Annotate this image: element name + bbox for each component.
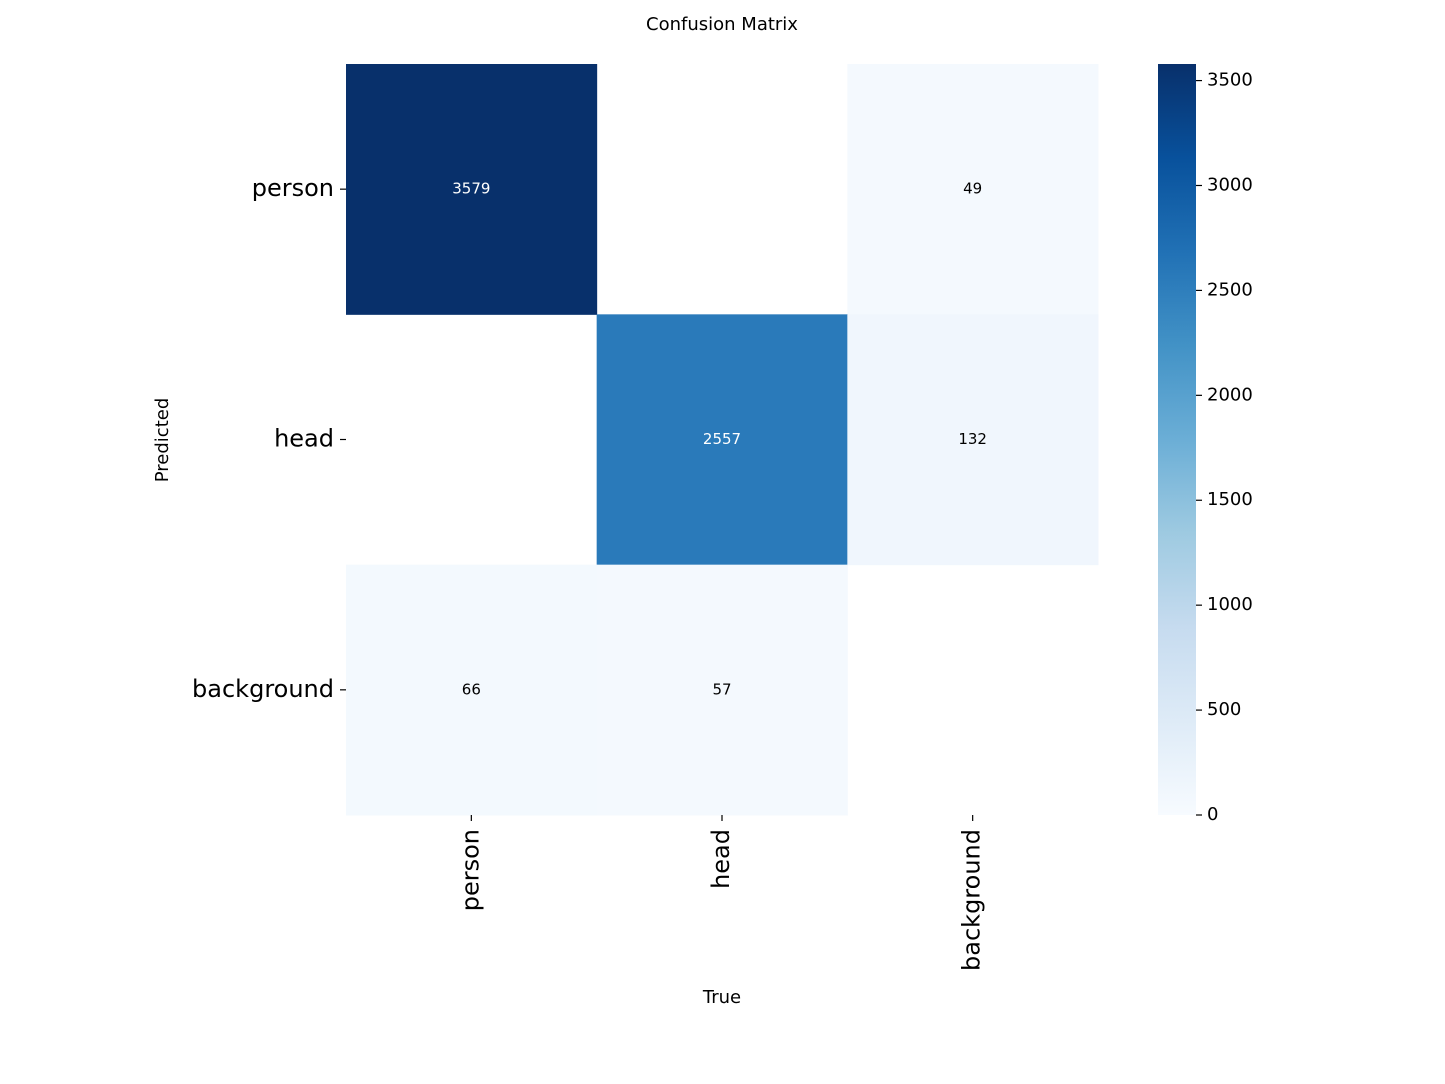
x-tick-label: head [707, 829, 735, 889]
x-tick-label: background [958, 829, 986, 971]
cell-label: 66 [462, 680, 481, 698]
colorbar-tick-label: 3500 [1207, 70, 1253, 91]
colorbar-tick-label: 2000 [1207, 384, 1253, 405]
cell [847, 314, 1099, 566]
y-tick-label: person [252, 174, 334, 202]
cell-label: 57 [712, 680, 731, 698]
colorbar-tick-label: 500 [1207, 699, 1241, 720]
colorbar [1158, 64, 1196, 815]
y-tick-label: background [192, 675, 334, 703]
y-axis-title: Predicted [152, 398, 173, 483]
x-tick-label: person [456, 829, 484, 911]
colorbar-tick-label: 0 [1207, 804, 1218, 825]
cell-label: 3579 [452, 180, 490, 198]
colorbar-tick-label: 3000 [1207, 174, 1253, 195]
cell [596, 314, 848, 566]
colorbar-tick-label: 2500 [1207, 279, 1253, 300]
x-axis-title: True [702, 987, 741, 1008]
y-tick-label: head [274, 425, 334, 453]
colorbar-tick-label: 1500 [1207, 489, 1253, 510]
cell [847, 64, 1099, 315]
cell [346, 64, 598, 315]
cell-label: 2557 [703, 430, 741, 448]
chart-title: Confusion Matrix [646, 14, 798, 35]
cell [596, 564, 848, 816]
cell [346, 564, 598, 816]
cell-label: 49 [963, 180, 982, 198]
colorbar-tick-label: 1000 [1207, 594, 1253, 615]
cell-label: 132 [958, 430, 987, 448]
